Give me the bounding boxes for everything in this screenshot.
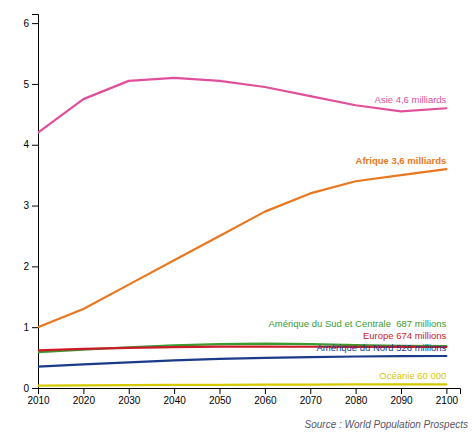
series-label: Asie 4,6 milliards (375, 94, 447, 105)
x-tick-mark (129, 388, 130, 394)
series-line (38, 356, 446, 367)
y-tick-mark (32, 206, 38, 207)
y-tick: 6 (23, 18, 38, 29)
y-tick: 5 (23, 79, 38, 90)
chart: 2010202020302040205020602070208020902100… (0, 0, 474, 434)
series-label: Océanie 60 000 (379, 370, 446, 381)
series-line (38, 169, 446, 327)
series-label: Amérique du Nord 526 millions (316, 342, 446, 353)
x-tick: 2060 (254, 388, 277, 406)
x-tick-mark (310, 388, 311, 394)
series-label: Amérique du Sud et Centrale 687 millions (268, 318, 446, 329)
y-tick: 1 (23, 322, 38, 333)
x-tick-mark (220, 388, 221, 394)
source: Source : World Population Prospects (305, 419, 468, 430)
x-tick-mark (174, 388, 175, 394)
x-axis-line (39, 389, 461, 395)
x-tick-label: 2080 (345, 395, 368, 406)
x-tick: 2090 (390, 388, 413, 406)
x-tick: 2040 (164, 388, 187, 406)
x-tick: 2020 (73, 388, 96, 406)
y-tick: 2 (23, 261, 38, 272)
x-tick: 2030 (118, 388, 141, 406)
y-tick: 0 (23, 383, 38, 394)
y-tick: 3 (23, 200, 38, 211)
x-tick: 2010 (27, 388, 50, 406)
x-tick-mark (401, 388, 402, 394)
x-tick: 2070 (300, 388, 323, 406)
y-tick-mark (32, 266, 38, 267)
series-line (38, 78, 446, 133)
y-tick-label: 1 (23, 322, 29, 333)
y-tick-mark (32, 327, 38, 328)
x-tick-label: 2100 (436, 395, 459, 406)
y-tick-mark (32, 84, 38, 85)
x-tick-label: 2030 (118, 395, 141, 406)
y-tick-label: 4 (23, 139, 29, 150)
series-label: Europe 674 millions (363, 330, 447, 341)
y-tick-label: 0 (23, 383, 29, 394)
y-tick-label: 5 (23, 79, 29, 90)
x-tick-mark (356, 388, 357, 394)
x-tick-mark (83, 388, 84, 394)
series-label: Afrique 3,6 milliards (356, 155, 447, 166)
y-tick-mark (32, 388, 38, 389)
y-tick-label: 6 (23, 18, 29, 29)
y-tick: 4 (23, 139, 38, 150)
series-labels: Océanie 60 000 Amérique du Nord 526 milli… (268, 94, 446, 381)
x-tick-label: 2020 (73, 395, 96, 406)
y-tick-mark (32, 145, 38, 146)
x-tick-label: 2070 (300, 395, 323, 406)
x-tick: 2050 (209, 388, 232, 406)
plot-area (38, 78, 446, 386)
x-tick-label: 2010 (27, 395, 50, 406)
x-tick: 2080 (345, 388, 368, 406)
x-tick-mark (446, 388, 447, 394)
x-tick-label: 2050 (209, 395, 232, 406)
x-tick-mark (265, 388, 266, 394)
y-tick-mark (32, 23, 38, 24)
x-tick-label: 2060 (254, 395, 277, 406)
x-axis: 2010 2020 2030 2040 2050 2060 2070 2080 2090 2100 (27, 388, 460, 406)
y-tick-label: 3 (23, 200, 29, 211)
x-tick: 2100 (436, 388, 459, 406)
series-line (38, 384, 446, 385)
x-tick-label: 2040 (164, 395, 187, 406)
y-tick-label: 2 (23, 261, 29, 272)
y-axis: 0 1 2 3 4 5 6 (23, 15, 38, 394)
y-axis-line (32, 15, 39, 389)
x-tick-label: 2090 (390, 395, 413, 406)
